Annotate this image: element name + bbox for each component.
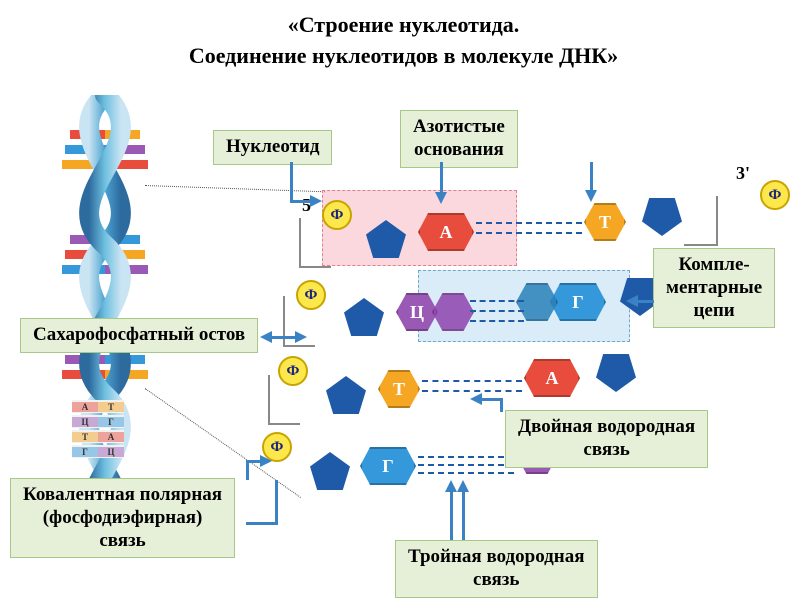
arrow-seg (275, 480, 278, 524)
helix-band-1: АТ (72, 400, 124, 413)
hbond (422, 380, 522, 382)
arrow-seg (290, 162, 293, 202)
helix-band-2: ЦГ (72, 415, 124, 428)
label-sugar-phosphate: Сахарофосфатный остов (20, 318, 258, 353)
base-T: Т (584, 203, 626, 241)
arrow-bases-right (590, 162, 593, 192)
arrow-ostov-right (275, 336, 297, 339)
backbone-seg (716, 196, 718, 246)
phosphate: Ф (278, 356, 308, 386)
sugar-pentagon (310, 452, 350, 490)
arrow-seg (500, 398, 503, 412)
hbond (418, 472, 514, 474)
backbone-seg (299, 218, 301, 268)
hbond (470, 300, 524, 302)
phosphate: Ф (296, 280, 326, 310)
helix-band-4: ГЦ (72, 445, 124, 458)
prime-3-label: 3' (736, 163, 750, 184)
phosphate: Ф (760, 180, 790, 210)
arrow-triple-h (450, 490, 453, 540)
hbond (476, 232, 582, 234)
arrow-covalent (246, 460, 262, 463)
hbond (470, 320, 524, 322)
helix-band-3: ТА (72, 430, 124, 443)
backbone-seg (268, 375, 270, 425)
arrow-triple-h (462, 490, 465, 540)
base-T: Т (378, 370, 420, 408)
title-line-1: «Строение нуклеотида. (30, 10, 777, 41)
hbond (418, 464, 514, 466)
phosphate: Ф (322, 200, 352, 230)
arrow-seg (246, 462, 249, 480)
sugar-pentagon (596, 354, 636, 392)
label-complementary: Компле- ментарные цепи (653, 248, 775, 328)
sugar-pentagon (326, 376, 366, 414)
title-line-2: Соединение нуклеотидов в молекуле ДНК» (30, 41, 777, 72)
backbone-seg (268, 423, 300, 425)
arrow-complementary (636, 300, 654, 303)
hbond (422, 390, 522, 392)
hbond (418, 456, 514, 458)
sugar-pentagon (642, 198, 682, 236)
base-A: А (418, 213, 474, 251)
arrow-nucleotide (290, 200, 312, 203)
backbone-seg (283, 345, 315, 347)
label-covalent: Ковалентная полярная (фосфодиэфирная) св… (10, 478, 235, 558)
backbone-seg (684, 244, 718, 246)
base-G: Г (550, 283, 606, 321)
label-nucleotide: Нуклеотид (213, 130, 332, 165)
label-nitrogen-bases: Азотистые основания (400, 110, 518, 168)
sugar-pentagon (344, 298, 384, 336)
base-G: Г (360, 447, 416, 485)
arrow-seg (246, 522, 278, 525)
page-title: «Строение нуклеотида. Соединение нуклеот… (0, 0, 807, 72)
arrow-bases-left (440, 162, 443, 194)
connector-top (145, 185, 325, 192)
base-A: А (524, 359, 580, 397)
hbond (476, 222, 582, 224)
label-double-hbond: Двойная водородная связь (505, 410, 708, 468)
backbone-seg (299, 266, 331, 268)
highlight-nucleotide (322, 190, 517, 266)
label-triple-hbond: Тройная водородная связь (395, 540, 598, 598)
arrow-double-h (480, 398, 502, 401)
hbond (470, 310, 524, 312)
